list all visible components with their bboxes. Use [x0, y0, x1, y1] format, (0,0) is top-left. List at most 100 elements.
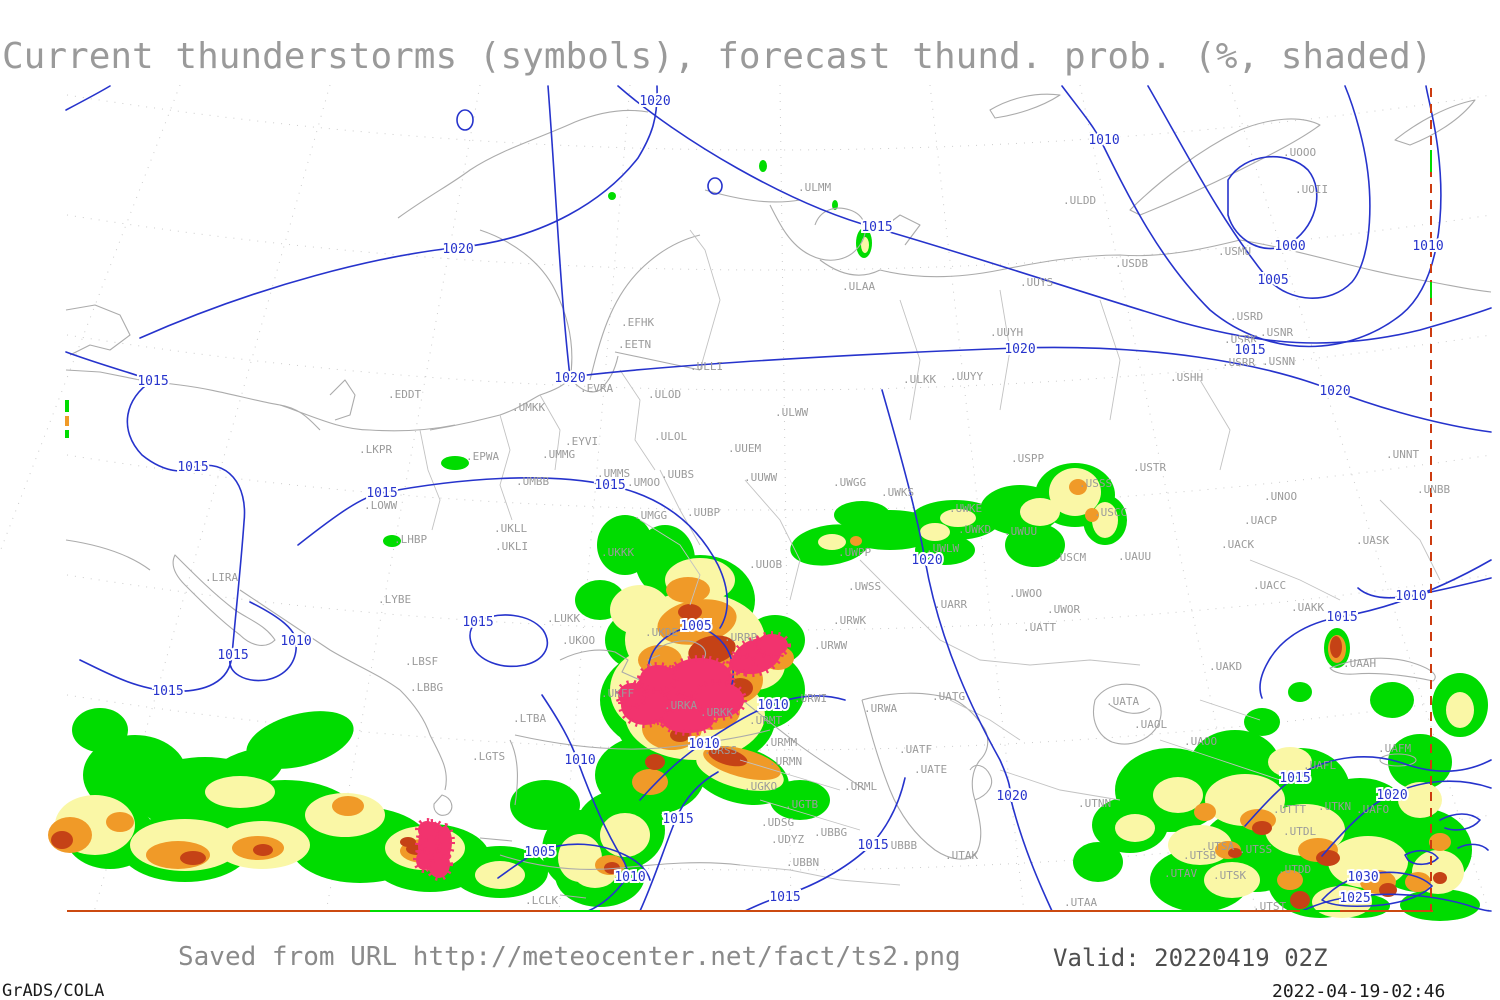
- isobar-label: 1015: [594, 478, 625, 493]
- station-label: .UWLW: [926, 542, 959, 555]
- isobar-label: 1015: [1279, 771, 1310, 786]
- isobar-label: 1010: [757, 698, 788, 713]
- station-label: .URRP: [724, 631, 757, 644]
- station-label: .USHH: [1170, 371, 1203, 384]
- station-label: .LCLK: [525, 894, 558, 907]
- station-label: .UMMS: [597, 467, 630, 480]
- station-label: .USTR: [1133, 461, 1166, 474]
- isobar-label: 1010: [614, 870, 645, 885]
- isobar-label: 1010: [1412, 239, 1443, 254]
- station-label: .ULOD: [648, 388, 681, 401]
- station-label: .ULDD: [1063, 194, 1096, 207]
- station-label: .EETN: [618, 338, 651, 351]
- station-label: .UKKK: [601, 546, 634, 559]
- station-label: .UTDD: [1278, 863, 1311, 876]
- station-label: .URML: [844, 780, 877, 793]
- station-label: .USDB: [1115, 257, 1148, 270]
- station-label: .LHBP: [394, 533, 427, 546]
- station-label: .USRD: [1230, 310, 1263, 323]
- station-label: .USCC: [1094, 506, 1127, 519]
- station-label: .LKPR: [359, 443, 392, 456]
- station-label: .EPWA: [466, 450, 499, 463]
- station-label: .UATE: [914, 763, 947, 776]
- station-label: .UMBB: [516, 475, 549, 488]
- station-label: .UKLL: [494, 522, 527, 535]
- isobar-label: 1010: [1088, 133, 1119, 148]
- isobar-label: 1015: [217, 648, 248, 663]
- station-label: .EYVI: [565, 435, 598, 448]
- station-label: .URMT: [749, 714, 782, 727]
- station-label: .UGTB: [785, 798, 818, 811]
- station-label: .ULLI: [690, 360, 723, 373]
- station-label: .UDYZ: [771, 833, 804, 846]
- isobar-label: 1020: [554, 371, 585, 386]
- station-label: .ULKK: [903, 373, 936, 386]
- isobars-layer: [65, 85, 1492, 912]
- isobar-label: 1025: [1339, 891, 1370, 906]
- isobar-label: 1020: [1376, 788, 1407, 803]
- station-label: .UKLI: [495, 540, 528, 553]
- station-label: .UBBG: [814, 826, 847, 839]
- isobar-label: 1015: [1234, 343, 1265, 358]
- station-label: .UAOO: [1184, 735, 1217, 748]
- map-title: Current thunderstorms (symbols), forecas…: [2, 36, 1433, 77]
- station-label: .USCM: [1053, 551, 1086, 564]
- isobar-label: 1005: [524, 845, 555, 860]
- station-label: .UTNN: [1078, 797, 1111, 810]
- station-label: .URWI: [794, 692, 827, 705]
- isobar-label: 1020: [996, 789, 1027, 804]
- station-label: .UAAH: [1343, 657, 1376, 670]
- station-label: .LIRA: [205, 571, 238, 584]
- station-label: .UATA: [1106, 695, 1139, 708]
- isobar-label: 1015: [1326, 610, 1357, 625]
- station-label: .UTSS: [1239, 843, 1272, 856]
- station-labels-layer: .ULMM .ULDD .UOOO .UOII .USMU .USDB .USRD .USNR…: [205, 146, 1450, 913]
- map-edges: [65, 88, 1433, 912]
- station-label: .UAFL: [1303, 759, 1336, 772]
- station-label: .UWKE: [949, 502, 982, 515]
- station-label: .LGTS: [472, 750, 505, 763]
- creation-timestamp: 2022-04-19-02:46: [1272, 981, 1446, 1000]
- station-label: .USRK: [1224, 333, 1257, 346]
- station-label: .UKOO: [562, 634, 595, 647]
- isobar-label: 1015: [662, 812, 693, 827]
- station-label: .UTAV: [1164, 867, 1197, 880]
- station-label: .URWW: [814, 639, 847, 652]
- station-label: .LOWW: [364, 499, 397, 512]
- station-label: .URWK: [833, 614, 866, 627]
- station-label: .UTDL: [1283, 825, 1316, 838]
- station-label: .UAFM: [1378, 742, 1411, 755]
- station-label: .UATT: [1023, 621, 1056, 634]
- station-label: .UBBN: [786, 856, 819, 869]
- isobar-label: 1010: [1395, 589, 1426, 604]
- isobar-label: 1000: [1274, 239, 1305, 254]
- station-label: .USNR: [1260, 326, 1293, 339]
- station-label: .UUBP: [687, 506, 720, 519]
- station-label: .URKK: [700, 706, 733, 719]
- station-label: .UMKK: [512, 401, 545, 414]
- station-label: .USSS: [1079, 477, 1112, 490]
- station-label: .UTSB: [1183, 849, 1216, 862]
- station-label: .USMU: [1218, 245, 1251, 258]
- isobar-label: 1020: [1319, 384, 1350, 399]
- station-label: .UTKN: [1318, 800, 1351, 813]
- station-label: .UMMG: [542, 448, 575, 461]
- station-label: .UNOO: [1264, 490, 1297, 503]
- station-label: .UAOL: [1134, 718, 1167, 731]
- station-label: .LBBG: [410, 681, 443, 694]
- station-label: .URMM: [764, 736, 797, 749]
- isobar-label: 1015: [137, 374, 168, 389]
- station-label: .UOOO: [1283, 146, 1316, 159]
- isobar-label: 1015: [152, 684, 183, 699]
- station-label: .LBSF: [405, 655, 438, 668]
- station-label: .UDSG: [761, 816, 794, 829]
- isobar-label: 1015: [769, 890, 800, 905]
- isobar-label: 1010: [280, 634, 311, 649]
- isobar-label: 1015: [857, 838, 888, 853]
- station-label: .UACK: [1221, 538, 1254, 551]
- station-label: .UMGG: [634, 509, 667, 522]
- station-label: .UAFO: [1356, 803, 1389, 816]
- station-label: .LTBA: [513, 712, 546, 725]
- station-label: .UACC: [1253, 579, 1286, 592]
